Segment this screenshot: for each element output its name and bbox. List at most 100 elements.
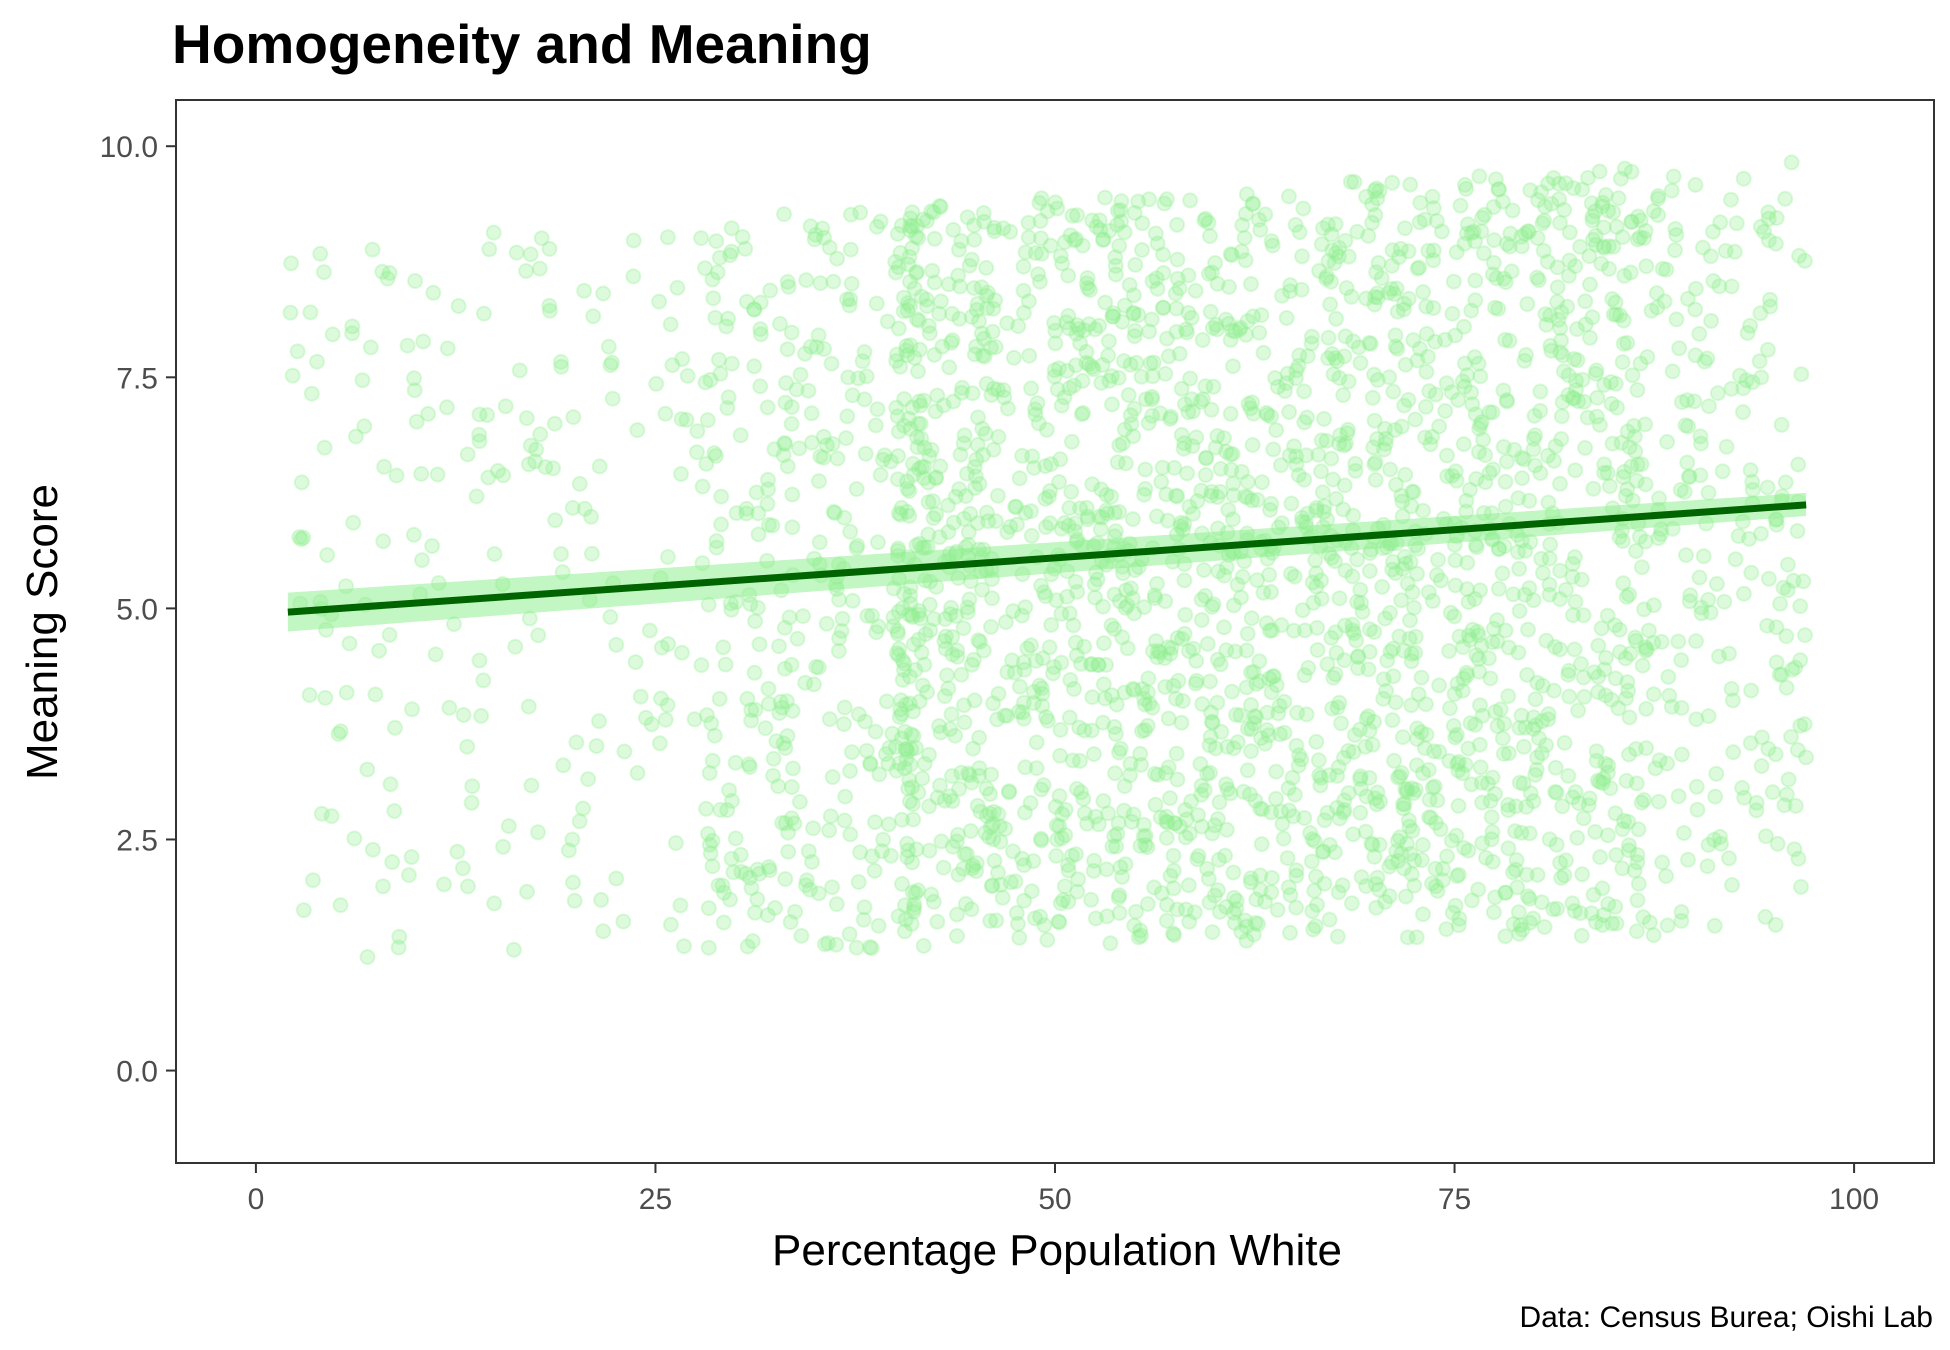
data-point [944, 332, 961, 349]
data-point [1738, 372, 1755, 389]
data-point [1532, 402, 1549, 419]
data-point [1335, 749, 1352, 766]
data-point [1310, 752, 1327, 769]
data-point [722, 595, 739, 612]
data-point [1607, 805, 1624, 822]
data-point [701, 765, 718, 781]
data-point [471, 652, 488, 669]
data-point [749, 891, 766, 908]
data-point [1306, 833, 1323, 850]
data-point [1533, 184, 1550, 201]
data-point [795, 608, 811, 625]
data-point [1047, 322, 1064, 339]
data-point [1572, 905, 1589, 922]
data-point [802, 218, 819, 235]
data-point [901, 248, 918, 265]
data-point [1411, 340, 1428, 357]
data-point [1094, 231, 1111, 248]
data-point [1567, 462, 1584, 479]
data-point [764, 517, 781, 534]
data-point [1104, 396, 1120, 413]
data-point [1324, 346, 1341, 362]
data-point [1020, 214, 1037, 231]
data-point [1388, 280, 1405, 297]
data-point [473, 707, 490, 724]
data-point [1481, 404, 1498, 421]
data-point [1400, 812, 1417, 829]
data-point [455, 707, 472, 723]
data-point [848, 540, 865, 557]
data-point [1211, 903, 1228, 920]
data-point [904, 218, 921, 235]
data-point [1546, 452, 1562, 469]
data-point [1232, 707, 1249, 724]
data-point [899, 302, 916, 319]
data-point [1169, 216, 1186, 233]
data-point [1085, 361, 1102, 378]
data-point [739, 938, 756, 955]
data-point [955, 510, 972, 527]
data-point [1369, 784, 1386, 801]
data-point [1736, 789, 1753, 806]
data-point [1773, 416, 1790, 433]
data-point [1052, 747, 1069, 764]
data-point [413, 465, 430, 482]
data-point [1721, 645, 1737, 662]
data-point [1048, 592, 1065, 609]
data-point [1570, 393, 1587, 410]
data-point [848, 939, 865, 956]
data-point [1327, 624, 1344, 641]
data-point [1274, 287, 1290, 304]
data-point [842, 291, 859, 308]
data-point [990, 428, 1007, 445]
data-point [982, 912, 999, 929]
data-point [1501, 332, 1518, 349]
data-point [929, 913, 946, 930]
data-point [1516, 352, 1533, 369]
data-point [602, 609, 619, 625]
data-point [1314, 844, 1331, 861]
data-point [1546, 682, 1562, 699]
data-point [1629, 854, 1646, 871]
data-point [1185, 640, 1202, 657]
data-point [808, 339, 825, 356]
data-point [1714, 463, 1731, 480]
data-point [1377, 420, 1394, 437]
data-point [1258, 615, 1275, 632]
data-point [1418, 325, 1435, 342]
data-point [1467, 292, 1484, 309]
data-point [925, 510, 942, 527]
data-point [877, 746, 894, 763]
data-point [825, 273, 842, 290]
data-point [1315, 503, 1332, 520]
data-point [1633, 559, 1650, 576]
data-point [1791, 247, 1808, 264]
data-point [1497, 884, 1514, 901]
data-point [1643, 302, 1660, 319]
data-point [1588, 362, 1605, 379]
data-point [1609, 399, 1625, 416]
data-point [673, 411, 690, 428]
data-point [743, 712, 760, 729]
data-point [1393, 418, 1410, 435]
data-point [1225, 740, 1242, 757]
data-point [1237, 488, 1254, 505]
data-point [1103, 687, 1120, 704]
data-point [1336, 801, 1353, 818]
data-point [1243, 610, 1260, 627]
data-point [485, 224, 502, 241]
data-point [1135, 816, 1152, 833]
data-point [981, 805, 998, 822]
data-point [1463, 384, 1480, 401]
data-point [902, 793, 918, 810]
data-point [1389, 340, 1406, 357]
data-point [1724, 692, 1741, 709]
data-point [1246, 708, 1263, 725]
data-point [1210, 563, 1227, 580]
data-point [1263, 884, 1280, 901]
data-point [1671, 340, 1688, 357]
data-point [1706, 831, 1723, 848]
data-point [1288, 899, 1305, 916]
data-point [1615, 469, 1632, 486]
data-point [1427, 386, 1444, 403]
